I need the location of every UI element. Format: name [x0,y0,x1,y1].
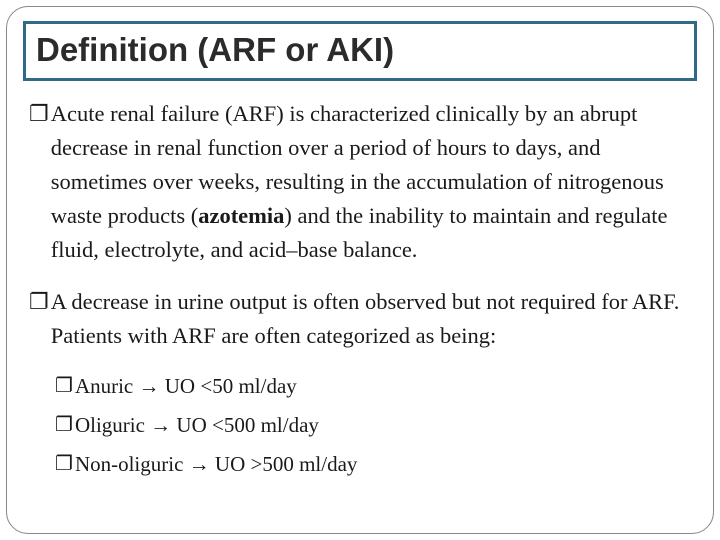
arrow-icon: → [139,375,160,398]
bullet-icon: ❐ [55,371,73,402]
title-box: Definition (ARF or AKI) [23,21,697,81]
sub-text-1: Anuric → UO <50 ml/day [75,371,297,402]
sub-item: ❐ Anuric → UO <50 ml/day [55,371,683,402]
p1-bold: azotemia [198,203,284,228]
bullet-icon: ❐ [55,410,73,441]
slide-title: Definition (ARF or AKI) [36,31,684,69]
bullet-icon: ❐ [29,285,49,353]
sub-label: Oliguric [75,413,145,437]
arrow-icon: → [150,414,171,437]
paragraph-2: A decrease in urine output is often obse… [51,285,683,353]
bullet-item: ❐ A decrease in urine output is often ob… [29,285,683,353]
sub-value: UO <500 ml/day [176,413,319,437]
sub-value: UO >500 ml/day [215,452,358,476]
paragraph-1: Acute renal failure (ARF) is characteriz… [51,97,683,267]
sub-item: ❐ Oliguric → UO <500 ml/day [55,410,683,441]
sub-label: Non-oliguric [75,452,183,476]
sub-value: UO <50 ml/day [165,374,297,398]
sub-list: ❐ Anuric → UO <50 ml/day ❐ Oliguric → UO… [55,371,683,480]
arrow-icon: → [189,453,210,476]
bullet-icon: ❐ [55,449,73,480]
sub-label: Anuric [75,374,133,398]
sub-text-3: Non-oliguric → UO >500 ml/day [75,449,357,480]
slide-frame: Definition (ARF or AKI) ❐ Acute renal fa… [6,6,714,534]
bullet-icon: ❐ [29,97,49,267]
bullet-item: ❐ Acute renal failure (ARF) is character… [29,97,683,267]
sub-item: ❐ Non-oliguric → UO >500 ml/day [55,449,683,480]
sub-text-2: Oliguric → UO <500 ml/day [75,410,319,441]
content-area: ❐ Acute renal failure (ARF) is character… [29,97,683,488]
